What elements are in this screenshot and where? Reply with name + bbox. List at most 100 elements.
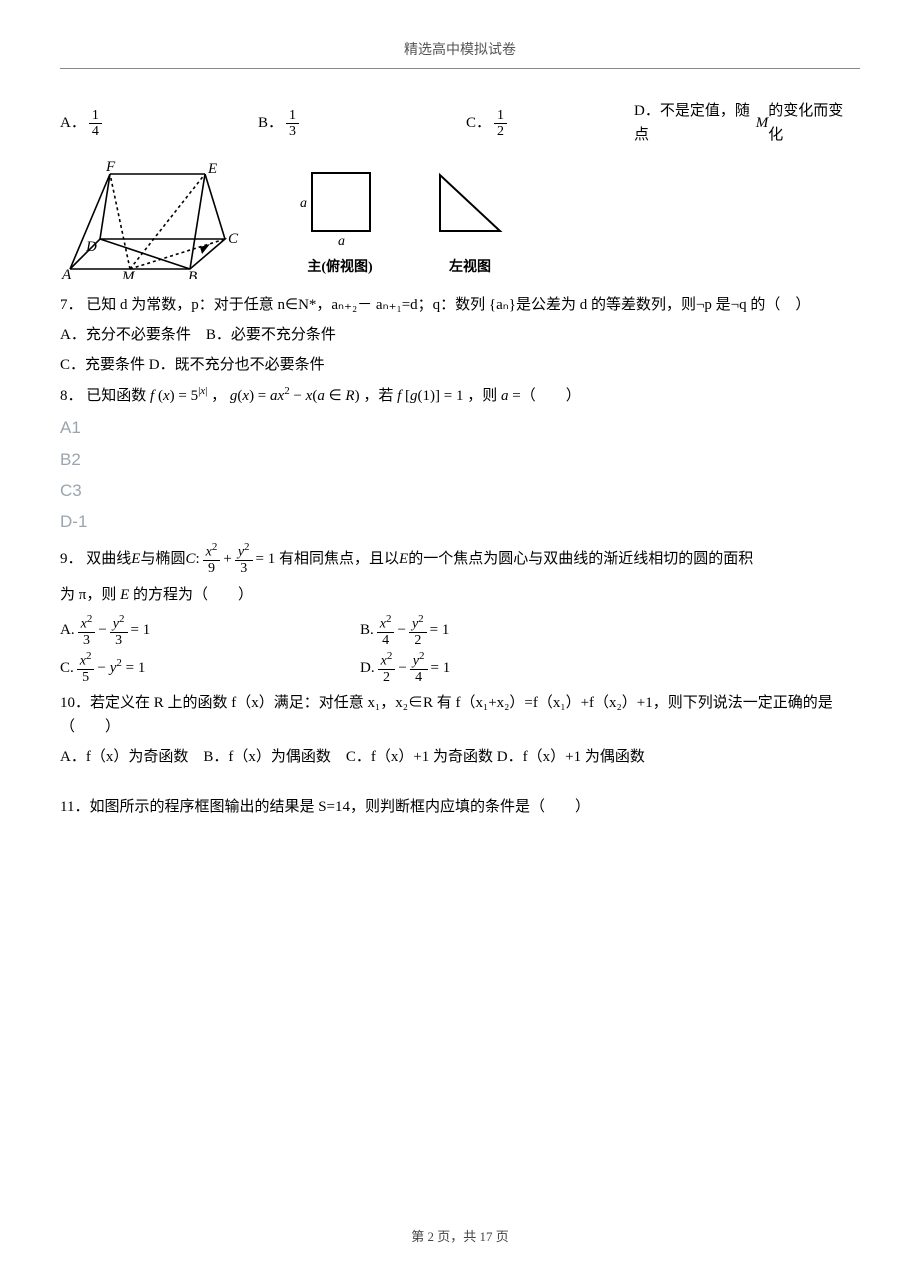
vertex-d: D <box>85 239 97 255</box>
frac-den: 9 <box>205 561 218 576</box>
spacer <box>60 775 860 789</box>
q9-stem: 9． 双曲线 E 与椭圆 C : x2 9 + y2 3 = 1 有相同焦点，且… <box>60 541 860 576</box>
prism-figure: F E C D A M B <box>60 159 250 279</box>
frac-num: 1 <box>89 108 102 124</box>
q9-colon: : <box>195 547 199 571</box>
q9-mid1: 与椭圆 <box>140 547 185 571</box>
q6-option-d: D．不是定值，随点 M 的变化而变化 <box>634 99 852 147</box>
frac-den: 4 <box>89 124 102 139</box>
q8-mid2: ，若 <box>363 388 393 404</box>
frac-den: 4 <box>412 670 425 685</box>
q8-opt-b: B2 <box>60 446 860 473</box>
triangle-icon <box>430 163 510 249</box>
minus: − <box>98 618 106 642</box>
eq: = 1 <box>430 618 450 642</box>
page-footer: 第 2 页，共 17 页 <box>0 1227 920 1248</box>
frac-num: x2 <box>378 650 396 670</box>
frac-num: x2 <box>203 541 221 561</box>
plus: + <box>223 547 231 571</box>
q9-mid2: 的一个焦点为圆心与双曲线的渐近线相切的圆的面积 <box>408 547 753 571</box>
q8-mid1: ， <box>211 388 226 404</box>
page: 精选高中模拟试卷 A． 1 4 B． 1 3 C． 1 2 D．不是定值，随点 <box>0 0 920 1273</box>
frac-den: 3 <box>80 633 93 648</box>
q9-E2: E <box>399 547 408 571</box>
frac-den: 3 <box>112 633 125 648</box>
q8-tail: ，则 a =（ ） <box>467 388 580 404</box>
frac: y24 <box>410 650 428 685</box>
q9-opt-a: A. x23 − y23 = 1 <box>60 613 360 648</box>
frac-den: 3 <box>237 561 250 576</box>
opt-d-tail: 的变化而变化 <box>768 99 852 147</box>
frac-den: 2 <box>411 633 424 648</box>
q9-ell-frac1: x2 9 <box>203 541 221 576</box>
q7-line3: C．充要条件 D．既不充分也不必要条件 <box>60 353 860 377</box>
frac-num: x2 <box>377 613 395 633</box>
eq: = 1 <box>431 656 451 680</box>
q9-C: C <box>185 547 195 571</box>
opt-c-label: C． <box>466 111 491 135</box>
frac: y22 <box>409 613 427 648</box>
eq: = 1 <box>131 618 151 642</box>
minus: − <box>397 618 405 642</box>
q9-opt-c: C. x25 − y2 = 1 <box>60 650 360 685</box>
q9-eq1: = 1 有相同焦点，且以 <box>256 547 399 571</box>
q9-pre: 9． 双曲线 <box>60 547 131 571</box>
q7-stem: 7． 已知 d 为常数，p：对于任意 n∈N*，aₙ₊₂－ aₙ₊₁=d；q：数… <box>60 293 860 317</box>
vertex-f: F <box>105 159 116 175</box>
square-icon: a a <box>290 163 390 249</box>
opt-d-label: D．不是定值，随点 <box>634 99 756 147</box>
q8-cond: f [g(1)] = 1 <box>397 388 463 404</box>
opt-a-label: A． <box>60 111 86 135</box>
q9-E1: E <box>131 547 140 571</box>
q10-stem: 10．若定义在 R 上的函数 f（x）满足：对任意 x₁，x₂∈R 有 f（x₁… <box>60 691 860 739</box>
frac-num: x2 <box>77 650 95 670</box>
frac-den: 5 <box>79 670 92 685</box>
q9-opt-d: D. x22 − y24 = 1 <box>360 650 860 685</box>
frac-num: y2 <box>409 613 427 633</box>
footer-mid: 页，共 <box>437 1229 479 1244</box>
left-view-figure: 左视图 <box>430 163 510 279</box>
q9-ell-frac2: y2 3 <box>235 541 253 576</box>
vertex-m: M <box>121 269 136 279</box>
vertex-e: E <box>207 161 217 177</box>
frac: x24 <box>377 613 395 648</box>
footer-pre: 第 <box>411 1229 427 1244</box>
main-view-caption: 主(俯视图) <box>290 257 390 279</box>
vertex-a: A <box>61 267 72 279</box>
left-view-caption: 左视图 <box>430 257 510 279</box>
label: D. <box>360 656 375 680</box>
q9-line2: 为 π，则 E 的方程为（ ） <box>60 583 860 607</box>
frac-num: x2 <box>78 613 96 633</box>
footer-post: 页 <box>496 1229 509 1244</box>
opt-c-frac: 1 2 <box>494 108 507 140</box>
q11-stem: 11．如图所示的程序框图输出的结果是 S=14，则判断框内应填的条件是（ ） <box>60 795 860 819</box>
eq: − y2 = 1 <box>97 655 145 680</box>
svg-text:a: a <box>300 196 307 211</box>
q6-option-b: B． 1 3 <box>258 108 458 140</box>
footer-page: 2 <box>427 1229 434 1244</box>
frac-den: 2 <box>380 670 393 685</box>
q6-option-a: A． 1 4 <box>60 108 250 140</box>
q8-pre: 8． 已知函数 <box>60 388 146 404</box>
frac-num: y2 <box>235 541 253 561</box>
q7-line2: A．充分不必要条件 B．必要不充分条件 <box>60 323 860 347</box>
q9-options: A. x23 − y23 = 1 B. x24 − y22 = 1 C. x25… <box>60 613 860 686</box>
q9-line2-tail: 的方程为（ ） <box>133 587 253 603</box>
opt-a-frac: 1 4 <box>89 108 102 140</box>
frac: x23 <box>78 613 96 648</box>
q9-opt-b: B. x24 − y22 = 1 <box>360 613 860 648</box>
page-header: 精选高中模拟试卷 <box>60 40 860 69</box>
frac-num: y2 <box>410 650 428 670</box>
main-view-figure: a a 主(俯视图) <box>290 163 390 279</box>
vertex-c: C <box>228 231 239 247</box>
svg-text:a: a <box>338 234 345 249</box>
frac-num: 1 <box>494 108 507 124</box>
q8-f: f (x) = 5|x| <box>150 388 207 404</box>
q6-option-c: C． 1 2 <box>466 108 626 140</box>
vertex-b: B <box>188 269 197 279</box>
frac-num: y2 <box>110 613 128 633</box>
q8-opt-c: C3 <box>60 477 860 504</box>
q6-figures: F E C D A M B a a 主(俯视图) 左视图 <box>60 159 860 279</box>
q9-E3: E <box>120 587 129 603</box>
frac-den: 2 <box>494 124 507 139</box>
